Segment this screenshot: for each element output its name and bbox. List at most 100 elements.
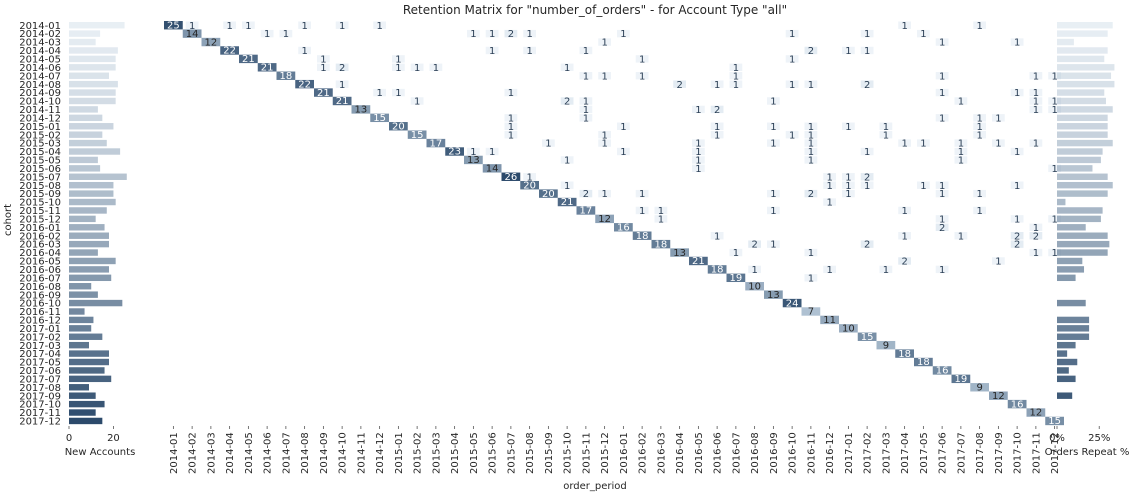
new-accounts-bar xyxy=(69,308,85,315)
heatmap-cell xyxy=(1048,97,1061,105)
new-accounts-bar xyxy=(69,181,114,189)
heatmap-cell xyxy=(823,173,836,181)
new-accounts-bar xyxy=(69,64,116,71)
heatmap-cell xyxy=(820,315,839,325)
heatmap-cell-label: 2 xyxy=(508,29,514,40)
heatmap-cell xyxy=(520,180,539,190)
heatmap-cell-label: 1 xyxy=(1033,105,1039,116)
y-tick-label: 2017-04 xyxy=(19,349,61,360)
heatmap-cell-label: 9 xyxy=(883,340,889,351)
heatmap-cell xyxy=(407,130,427,139)
x-tick-label: 2014-04 xyxy=(225,432,236,474)
heatmap-cell xyxy=(710,80,724,88)
heatmap-cell-label: 1 xyxy=(1051,248,1057,259)
heatmap-cell xyxy=(954,156,968,164)
y-tick-label: 2016-06 xyxy=(19,265,61,276)
heatmap-cell-label: 21 xyxy=(242,54,255,65)
y-tick-label: 2014-12 xyxy=(19,113,61,124)
x-tick-label: 2015-04 xyxy=(450,432,461,474)
heatmap-cell-label: 1 xyxy=(920,139,926,150)
heatmap-cell xyxy=(1026,408,1046,417)
heatmap-cell-label: 1 xyxy=(808,248,814,259)
heatmap-cell xyxy=(598,130,611,139)
heatmap-cell xyxy=(314,88,333,97)
heatmap-cell xyxy=(729,72,743,80)
heatmap-cell-label: 1 xyxy=(958,231,964,242)
orders-repeat-bar xyxy=(1057,257,1083,265)
heatmap-cell-label: 1 xyxy=(1033,71,1039,82)
heatmap-cell xyxy=(242,21,255,29)
heatmap-cell xyxy=(298,21,311,29)
y-tick-label: 2016-07 xyxy=(19,273,61,284)
heatmap-cell xyxy=(579,105,593,114)
y-tick-label: 2015-03 xyxy=(19,139,61,150)
x-tick-label: 2016-09 xyxy=(769,432,780,474)
heatmap-cell-label: 1 xyxy=(939,38,945,49)
new-accounts-bar xyxy=(69,198,116,206)
heatmap-cell-label: 1 xyxy=(864,147,870,158)
heatmap-cell-label: 2 xyxy=(864,240,870,251)
heatmap-cell-label: 1 xyxy=(958,147,964,158)
heatmap-cell xyxy=(860,147,874,156)
heatmap-cell-label: 1 xyxy=(901,231,907,242)
heatmap-cell-label: 1 xyxy=(995,113,1001,124)
heatmap-cell xyxy=(1010,88,1024,97)
heatmap-cell xyxy=(632,231,652,240)
orders-repeat-axis-label: Orders Repeat % xyxy=(1045,447,1130,458)
heatmap-cell xyxy=(842,181,855,189)
heatmap-cell-label: 1 xyxy=(958,139,964,150)
orders-repeat-bar xyxy=(1057,232,1108,239)
heatmap-cell-label: 13 xyxy=(355,105,368,116)
y-tick-label: 2015-04 xyxy=(19,147,61,158)
x-tick-label: 20 xyxy=(107,433,120,444)
x-tick-label: 2015-02 xyxy=(413,432,424,474)
heatmap-cell-label: 1 xyxy=(639,189,645,200)
heatmap-cell xyxy=(729,80,743,88)
heatmap-cell xyxy=(542,139,555,147)
heatmap-cell xyxy=(935,114,949,122)
heatmap-cell-label: 1 xyxy=(826,172,832,183)
heatmap-cell-label: 1 xyxy=(414,97,420,108)
heatmap-cell-label: 1 xyxy=(489,147,495,158)
heatmap-cell-label: 1 xyxy=(901,139,907,150)
new-accounts-bar xyxy=(69,190,114,197)
heatmap-cell-label: 1 xyxy=(526,46,532,57)
heatmap-cell-label: 19 xyxy=(955,374,968,385)
heatmap-cell-label: 18 xyxy=(917,357,930,368)
heatmap-cell-label: 21 xyxy=(261,63,274,74)
heatmap-cell-label: 1 xyxy=(376,21,382,32)
new-accounts-bar xyxy=(69,316,94,324)
y-tick-label: 2014-01 xyxy=(19,21,61,32)
x-tick-label: 2015-11 xyxy=(581,432,592,474)
heatmap-cell xyxy=(823,181,836,189)
x-tick-label: 2015-01 xyxy=(394,432,405,474)
heatmap-cell xyxy=(804,139,818,147)
heatmap-cell-label: 26 xyxy=(505,172,518,183)
heatmap-cell-label: 21 xyxy=(317,88,330,99)
heatmap-cell-label: 20 xyxy=(523,180,536,191)
heatmap-cell-label: 1 xyxy=(639,55,645,66)
heatmap-cell xyxy=(164,21,183,30)
heatmap-cell xyxy=(654,206,668,215)
new-accounts-bar xyxy=(69,409,96,416)
y-tick-label: 2017-03 xyxy=(19,341,61,352)
heatmap-cell xyxy=(935,88,949,97)
new-accounts-bar xyxy=(69,165,101,172)
heatmap-cell xyxy=(426,138,446,148)
heatmap-cell xyxy=(429,63,443,72)
heatmap-cell-label: 1 xyxy=(508,130,514,141)
x-tick-label: 25% xyxy=(1088,433,1110,444)
x-tick-label: 2017-01 xyxy=(844,432,855,474)
y-tick-label: 2014-06 xyxy=(19,63,61,74)
new-accounts-bar xyxy=(69,392,96,399)
new-accounts-bar xyxy=(69,367,105,374)
heatmap-cell xyxy=(1029,232,1043,240)
x-tick-label: 2017-11 xyxy=(1031,432,1042,474)
heatmap-cell xyxy=(823,265,836,274)
heatmap-cell xyxy=(992,257,1005,265)
heatmap-cell xyxy=(989,391,1008,400)
heatmap-cell xyxy=(389,122,408,131)
orders-repeat-bar xyxy=(1057,249,1108,256)
heatmap-cell xyxy=(445,147,464,156)
heatmap-cell xyxy=(295,79,314,89)
